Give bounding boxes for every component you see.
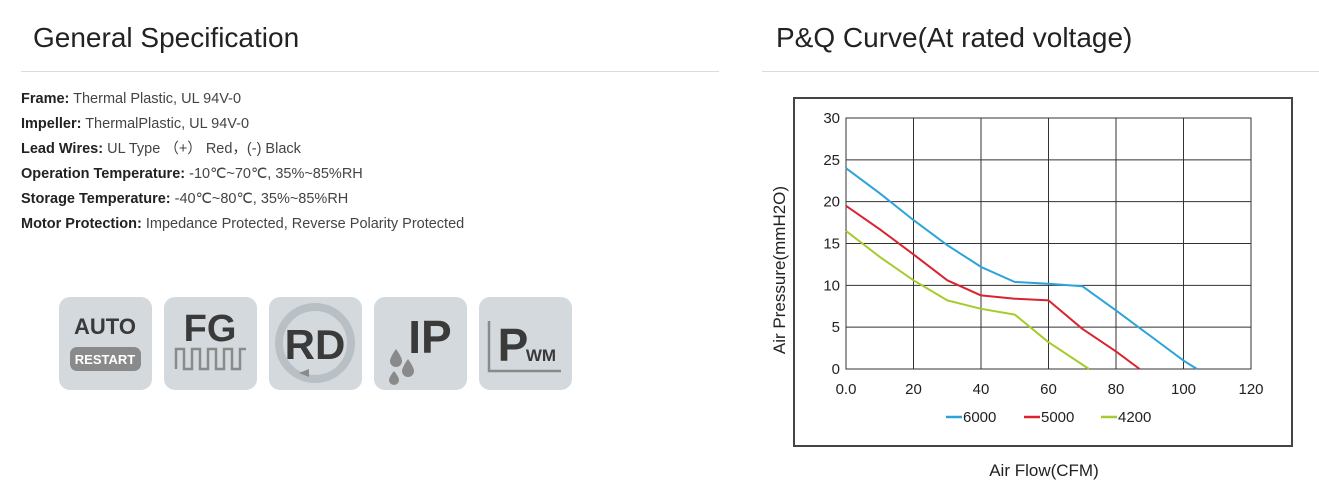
y-tick-label: 25 — [823, 152, 840, 169]
spec-label: Frame: — [21, 91, 70, 107]
fg-icon: FG — [164, 297, 257, 390]
right-divider — [762, 71, 1319, 72]
pwm-icon-text: P — [498, 319, 529, 371]
spec-row-impeller: Impeller: ThermalPlastic, UL 94V-0 — [21, 112, 464, 137]
x-tick-label: 40 — [973, 381, 990, 398]
spec-label: Storage Temperature: — [21, 191, 171, 207]
spec-value: -40℃~80℃, 35%~85%RH — [170, 191, 349, 207]
spec-label: Lead Wires: — [21, 141, 104, 157]
spec-label: Impeller: — [21, 116, 82, 132]
auto-restart-icon-bottom: RESTART — [75, 352, 135, 367]
x-tick-label: 20 — [905, 381, 922, 398]
spec-value: Thermal Plastic, UL 94V-0 — [69, 91, 242, 107]
pq-curve-title: P&Q Curve(At rated voltage) — [776, 22, 1133, 53]
spec-list: Frame: Thermal Plastic, UL 94V-0 Impelle… — [21, 87, 464, 237]
chart-frame — [793, 97, 1293, 447]
rd-icon: RD — [269, 297, 362, 390]
y-tick-label: 30 — [823, 110, 840, 127]
y-tick-label: 10 — [823, 277, 840, 294]
series-line-6000 — [845, 167, 1198, 370]
spec-label: Motor Protection: — [21, 216, 142, 232]
x-tick-label: 0.0 — [836, 381, 857, 398]
spec-row-frame: Frame: Thermal Plastic, UL 94V-0 — [21, 87, 464, 112]
spec-value: UL Type （+） Red，(-) Black — [103, 141, 301, 157]
spec-value: Impedance Protected, Reverse Polarity Pr… — [141, 216, 465, 232]
fg-icon-text: FG — [184, 308, 237, 350]
auto-restart-icon: AUTO RESTART — [59, 297, 152, 390]
spec-row-motor-protection: Motor Protection: Impedance Protected, R… — [21, 212, 464, 237]
rd-icon-text: RD — [285, 321, 346, 368]
ip-icon: IP — [374, 297, 467, 390]
spec-row-storage-temp: Storage Temperature: -40℃~80℃, 35%~85%RH — [21, 187, 464, 212]
legend-label-6000: 6000 — [963, 409, 996, 426]
y-tick-label: 20 — [823, 194, 840, 211]
pwm-icon-subtext: WM — [526, 346, 556, 365]
x-tick-label: 60 — [1040, 381, 1057, 398]
feature-icons: AUTO RESTART FG RD IP P WM — [59, 297, 572, 390]
x-axis-label: Air Flow(CFM) — [989, 461, 1099, 480]
left-divider — [21, 71, 719, 72]
x-tick-label: 100 — [1171, 381, 1196, 398]
series-line-5000 — [845, 204, 1141, 370]
spec-label: Operation Temperature: — [21, 166, 186, 182]
legend-label-5000: 5000 — [1041, 409, 1074, 426]
spec-row-operation-temp: Operation Temperature: -10℃~70℃, 35%~85%… — [21, 162, 464, 187]
auto-restart-icon-top: AUTO — [74, 314, 136, 339]
spec-value: -10℃~70℃, 35%~85%RH — [185, 166, 363, 182]
y-tick-label: 5 — [832, 319, 840, 336]
spec-value: ThermalPlastic, UL 94V-0 — [81, 116, 250, 132]
y-axis-label: Air Pressure(mmH2O) — [770, 186, 789, 354]
legend-label-4200: 4200 — [1118, 409, 1151, 426]
x-tick-label: 120 — [1238, 381, 1263, 398]
y-tick-label: 15 — [823, 236, 840, 253]
pwm-icon: P WM — [479, 297, 572, 390]
general-spec-title: General Specification — [33, 22, 300, 53]
y-tick-label: 0 — [832, 361, 840, 378]
ip-icon-text: IP — [408, 311, 451, 363]
spec-row-lead-wires: Lead Wires: UL Type （+） Red，(-) Black — [21, 137, 464, 162]
series-line-4200 — [845, 230, 1090, 370]
x-tick-label: 80 — [1108, 381, 1125, 398]
